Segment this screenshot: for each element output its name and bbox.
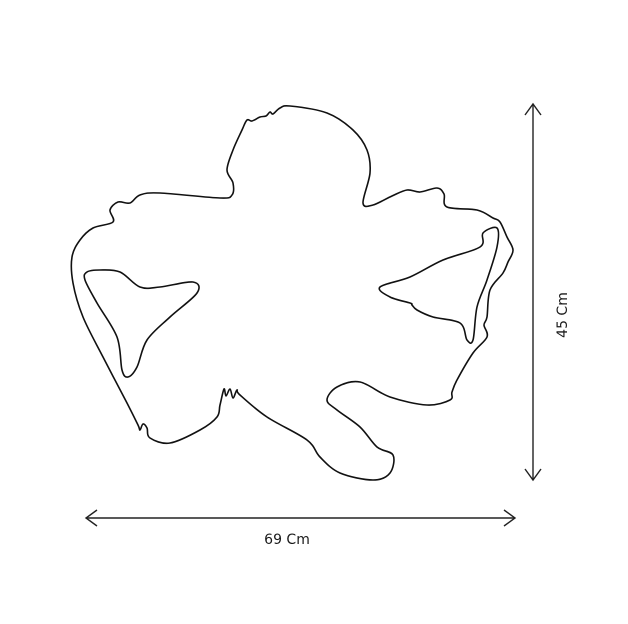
right-wing-cutout [378, 226, 500, 344]
width-label: 69 Cm [264, 532, 310, 548]
height-dimension-arrow [524, 102, 542, 482]
cherub-outline [70, 104, 514, 481]
left-wing-cutout [83, 269, 200, 378]
height-label: 45 Cm [555, 292, 571, 338]
width-dimension-arrow [84, 509, 517, 527]
